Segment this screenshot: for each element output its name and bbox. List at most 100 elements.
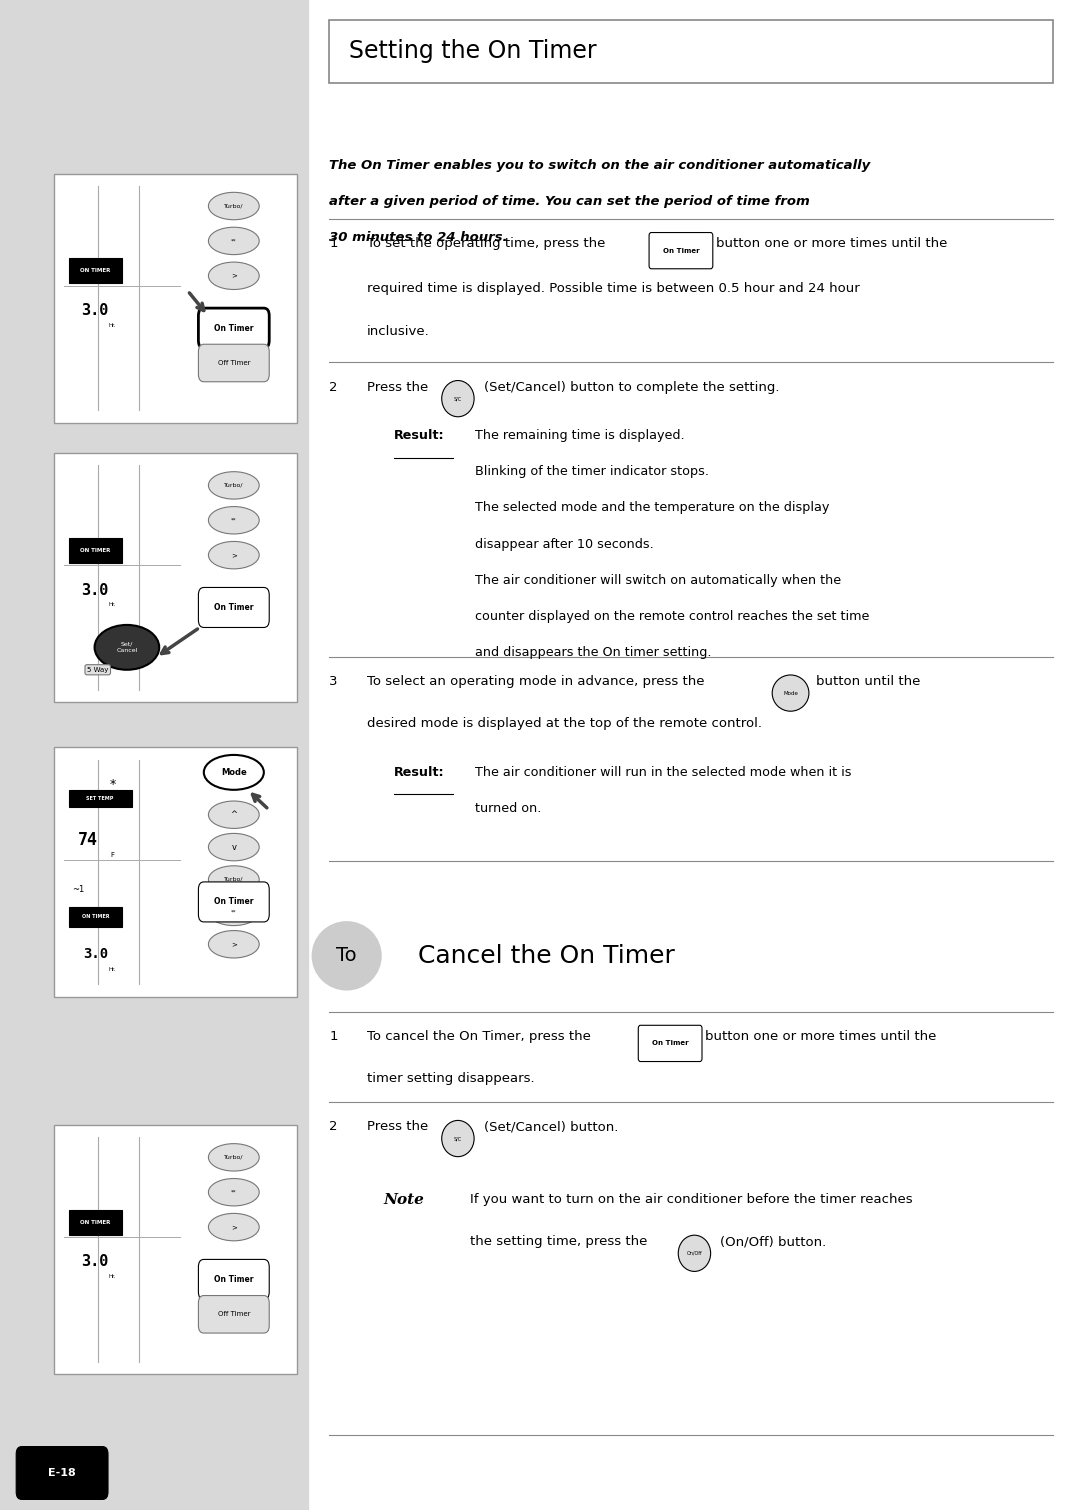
Text: 3.0: 3.0 xyxy=(82,583,109,598)
FancyBboxPatch shape xyxy=(69,908,122,927)
Ellipse shape xyxy=(208,226,259,255)
Text: Note: Note xyxy=(383,1193,424,1206)
Text: 2: 2 xyxy=(329,1120,338,1134)
Text: Hr.: Hr. xyxy=(108,966,117,972)
Text: button until the: button until the xyxy=(816,675,921,689)
Ellipse shape xyxy=(208,1214,259,1241)
Text: **: ** xyxy=(231,239,237,243)
Text: ON TIMER: ON TIMER xyxy=(82,915,109,920)
Text: (Set/Cancel) button to complete the setting.: (Set/Cancel) button to complete the sett… xyxy=(484,381,780,394)
Text: To cancel the On Timer, press the: To cancel the On Timer, press the xyxy=(367,1030,591,1043)
Text: >: > xyxy=(231,273,237,279)
Text: On Timer: On Timer xyxy=(663,248,699,254)
Text: **: ** xyxy=(231,518,237,522)
Text: Set/
Cancel: Set/ Cancel xyxy=(117,642,137,652)
Text: The air conditioner will switch on automatically when the: The air conditioner will switch on autom… xyxy=(475,574,841,587)
Text: The On Timer enables you to switch on the air conditioner automatically: The On Timer enables you to switch on th… xyxy=(329,159,870,172)
Text: button one or more times until the: button one or more times until the xyxy=(716,237,947,251)
Ellipse shape xyxy=(208,1178,259,1206)
FancyBboxPatch shape xyxy=(16,1447,108,1499)
Text: ON TIMER: ON TIMER xyxy=(80,269,110,273)
Text: On Timer: On Timer xyxy=(652,1040,688,1046)
Text: Setting the On Timer: Setting the On Timer xyxy=(349,39,596,63)
Ellipse shape xyxy=(208,898,259,926)
FancyBboxPatch shape xyxy=(329,20,1053,83)
Ellipse shape xyxy=(772,675,809,711)
Text: On Timer: On Timer xyxy=(214,897,254,906)
Text: *: * xyxy=(109,778,116,791)
Ellipse shape xyxy=(208,542,259,569)
Ellipse shape xyxy=(208,930,259,957)
Text: **: ** xyxy=(231,1190,237,1194)
Text: **: ** xyxy=(231,909,237,915)
Text: The air conditioner will run in the selected mode when it is: The air conditioner will run in the sele… xyxy=(475,766,852,779)
Ellipse shape xyxy=(208,192,259,220)
Text: Hr.: Hr. xyxy=(108,602,117,607)
Text: >: > xyxy=(231,1225,237,1231)
Ellipse shape xyxy=(208,834,259,861)
Ellipse shape xyxy=(208,800,259,829)
FancyBboxPatch shape xyxy=(638,1025,702,1062)
Text: 1: 1 xyxy=(329,237,338,251)
Text: 74: 74 xyxy=(78,831,98,849)
Text: Press the: Press the xyxy=(367,1120,429,1134)
Text: ^: ^ xyxy=(230,811,238,820)
Text: the setting time, press the: the setting time, press the xyxy=(470,1235,647,1249)
Text: On/Off: On/Off xyxy=(687,1250,702,1256)
Text: Result:: Result: xyxy=(394,429,445,442)
Ellipse shape xyxy=(208,263,259,290)
Text: The selected mode and the temperature on the display: The selected mode and the temperature on… xyxy=(475,501,829,515)
Text: (On/Off) button.: (On/Off) button. xyxy=(720,1235,826,1249)
Ellipse shape xyxy=(208,471,259,500)
Text: S/C: S/C xyxy=(454,396,462,402)
FancyBboxPatch shape xyxy=(649,233,713,269)
Text: Hr.: Hr. xyxy=(108,323,117,328)
Text: and disappears the On timer setting.: and disappears the On timer setting. xyxy=(475,646,712,660)
Text: Cancel the On Timer: Cancel the On Timer xyxy=(418,944,675,968)
FancyBboxPatch shape xyxy=(199,587,269,628)
Text: disappear after 10 seconds.: disappear after 10 seconds. xyxy=(475,538,654,551)
Ellipse shape xyxy=(442,1120,474,1157)
Text: button one or more times until the: button one or more times until the xyxy=(705,1030,936,1043)
FancyBboxPatch shape xyxy=(199,1259,269,1300)
Text: On Timer: On Timer xyxy=(214,1274,254,1284)
Text: SET TEMP: SET TEMP xyxy=(86,796,113,800)
Ellipse shape xyxy=(208,865,259,894)
Text: F: F xyxy=(110,852,114,858)
Text: Hr.: Hr. xyxy=(108,1274,117,1279)
FancyBboxPatch shape xyxy=(54,747,297,997)
Text: >: > xyxy=(231,553,237,559)
Text: 3.0: 3.0 xyxy=(83,947,108,962)
Ellipse shape xyxy=(442,381,474,417)
Text: E-18: E-18 xyxy=(48,1468,76,1478)
Text: desired mode is displayed at the top of the remote control.: desired mode is displayed at the top of … xyxy=(367,717,762,731)
Text: after a given period of time. You can set the period of time from: after a given period of time. You can se… xyxy=(329,195,810,208)
Text: 3.0: 3.0 xyxy=(82,304,109,319)
Text: ~1: ~1 xyxy=(72,885,84,894)
Text: ON TIMER: ON TIMER xyxy=(80,1220,110,1225)
Text: 5 Way: 5 Way xyxy=(87,667,108,673)
Ellipse shape xyxy=(678,1235,711,1271)
FancyBboxPatch shape xyxy=(69,538,122,563)
FancyBboxPatch shape xyxy=(69,1210,122,1235)
Text: 2: 2 xyxy=(329,381,338,394)
Text: Blinking of the timer indicator stops.: Blinking of the timer indicator stops. xyxy=(475,465,710,479)
Text: Turbo/: Turbo/ xyxy=(224,483,244,488)
Text: Turbo/: Turbo/ xyxy=(224,1155,244,1160)
Text: Turbo/: Turbo/ xyxy=(224,877,244,882)
Text: 1: 1 xyxy=(329,1030,338,1043)
Text: Press the: Press the xyxy=(367,381,429,394)
Text: S/C: S/C xyxy=(454,1136,462,1142)
Text: On Timer: On Timer xyxy=(214,602,254,612)
Text: Turbo/: Turbo/ xyxy=(224,204,244,208)
Text: v: v xyxy=(231,843,237,852)
Text: To select an operating mode in advance, press the: To select an operating mode in advance, … xyxy=(367,675,705,689)
Text: (Set/Cancel) button.: (Set/Cancel) button. xyxy=(484,1120,618,1134)
FancyBboxPatch shape xyxy=(54,1125,297,1374)
Text: 30 minutes to 24 hours.: 30 minutes to 24 hours. xyxy=(329,231,508,245)
Text: 3.0: 3.0 xyxy=(82,1255,109,1270)
Text: If you want to turn on the air conditioner before the timer reaches: If you want to turn on the air condition… xyxy=(470,1193,913,1206)
Text: timer setting disappears.: timer setting disappears. xyxy=(367,1072,535,1086)
Text: Result:: Result: xyxy=(394,766,445,779)
FancyBboxPatch shape xyxy=(54,453,297,702)
